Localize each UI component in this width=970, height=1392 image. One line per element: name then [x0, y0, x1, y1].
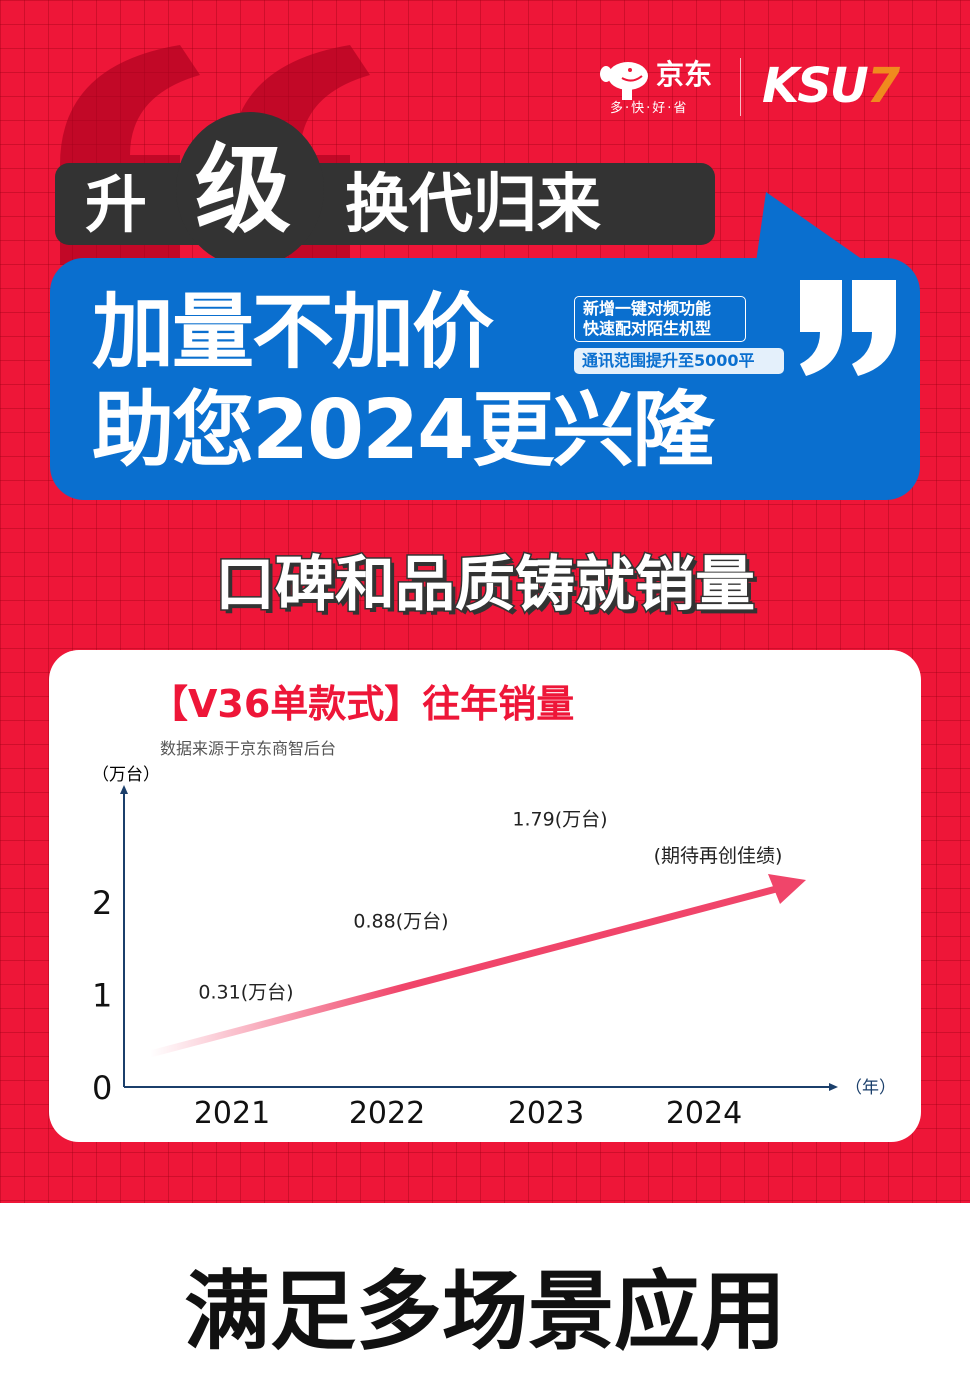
- upgrade-circle: [176, 112, 324, 267]
- y-tick-label: 1: [92, 977, 112, 1015]
- jd-slogan: 多·快·好·省: [610, 101, 689, 116]
- y-axis-label: （万台）: [92, 765, 160, 785]
- y-axis-arrow-icon: [120, 785, 128, 794]
- jd-dog-mascot-icon: [600, 62, 648, 100]
- chart-title: 【V36单款式】往年销量: [150, 682, 575, 726]
- speech-bubble-tail: [756, 192, 866, 262]
- x-axis-arrow-icon: [829, 1083, 838, 1091]
- headline-char: 升: [85, 168, 148, 241]
- headline-text: 换代归来: [345, 168, 601, 242]
- speech-bubble: [50, 258, 920, 500]
- data-label: (期待再创佳绩): [654, 845, 783, 867]
- chart-card: [49, 650, 921, 1142]
- data-label: 0.31(万台): [198, 981, 293, 1003]
- headline-2024: 助您2024更兴隆: [92, 383, 714, 478]
- x-axis-label: （年）: [845, 1078, 896, 1098]
- chart-source: 数据来源于京东商智后台: [160, 739, 337, 758]
- trend-line: [146, 884, 784, 1058]
- x-tick-label: 2023: [508, 1096, 584, 1131]
- data-label: 0.88(万台): [353, 911, 448, 933]
- jd-logo: 京东 多·快·好·省: [600, 58, 730, 120]
- close-quote-decoration-icon: [800, 280, 896, 376]
- upgrade-banner: [55, 163, 715, 245]
- y-tick-label: 2: [92, 884, 112, 922]
- y-tick-label: 0: [92, 1069, 112, 1107]
- headline-no-price-increase: 加量不加价: [92, 285, 494, 380]
- range-tag: 通讯范围提升至5000平: [574, 348, 784, 374]
- x-tick-label: 2024: [666, 1096, 742, 1131]
- headline-char-large: 级: [195, 134, 291, 246]
- x-tick-label: 2021: [194, 1096, 270, 1131]
- sales-chart: （万台） （年） 0 1 2 2021 2022 2023 2024 0.31(万台) 0.88…: [92, 765, 896, 1131]
- jd-name: 京东: [656, 58, 713, 91]
- feature-tag: 新增一键对频功能 快速配对陌生机型: [574, 296, 746, 342]
- x-tick-label: 2022: [349, 1096, 425, 1131]
- logo-divider: [740, 58, 741, 116]
- ksu-logo: KSU7: [762, 58, 900, 114]
- data-label: 1.79(万台): [512, 808, 607, 830]
- slogan: 口碑和品质铸就销量: [214, 550, 757, 620]
- trend-arrow-icon: [768, 874, 806, 904]
- footer-title: 满足多场景应用: [184, 1262, 786, 1362]
